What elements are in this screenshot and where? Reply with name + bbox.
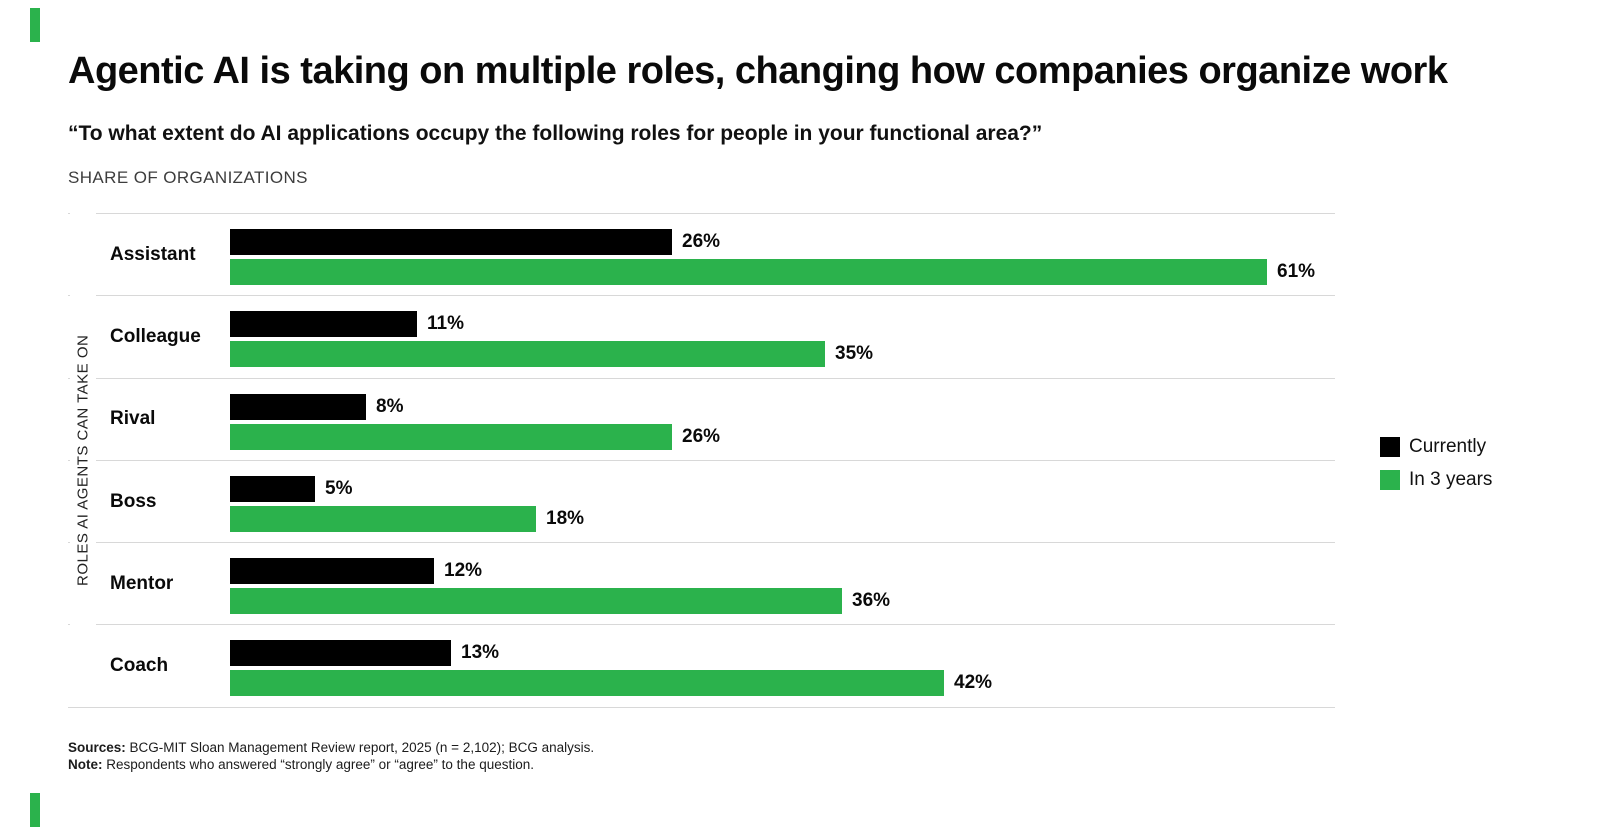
- bar-line: 35%: [230, 341, 1335, 368]
- bar-line: 8%: [230, 393, 1335, 420]
- legend-label: In 3 years: [1409, 469, 1493, 490]
- bar-line: 12%: [230, 558, 1335, 585]
- chart-row: Colleague 11% 35%: [68, 295, 1335, 377]
- bar-currently: [230, 475, 315, 502]
- page-title: Agentic AI is taking on multiple roles, …: [68, 50, 1448, 92]
- value-label: 26%: [682, 425, 721, 447]
- note-text: Respondents who answered “strongly agree…: [102, 757, 534, 772]
- bar-line: 18%: [230, 505, 1335, 532]
- sources-text: BCG-MIT Sloan Management Review report, …: [125, 740, 595, 755]
- legend-label: Currently: [1409, 436, 1487, 457]
- bar-in-3-years: [230, 259, 1267, 285]
- chart-row: Mentor 12% 36%: [68, 542, 1335, 624]
- value-label: 18%: [546, 507, 585, 529]
- value-label: 42%: [954, 672, 993, 694]
- note-label: Note:: [68, 757, 103, 772]
- y-axis-label: ROLES AI AGENTS CAN TAKE ON: [70, 213, 96, 707]
- bar-currently: [230, 311, 417, 338]
- bar-currently: [230, 229, 672, 255]
- bar-line: 42%: [230, 670, 1335, 697]
- bar-in-3-years: [230, 341, 825, 368]
- bar-line: 26%: [230, 229, 1335, 255]
- legend-item-currently: Currently: [1380, 436, 1492, 458]
- category-label: Coach: [110, 655, 169, 677]
- chart-caption: SHARE OF ORGANIZATIONS: [68, 168, 308, 187]
- bar-in-3-years: [230, 423, 672, 450]
- bar-in-3-years: [230, 670, 944, 697]
- category-label: Boss: [110, 490, 157, 512]
- bar-in-3-years: [230, 505, 536, 532]
- legend-swatch-in-3-years: [1380, 470, 1400, 490]
- value-label: 12%: [444, 560, 483, 582]
- category-label: Mentor: [110, 572, 174, 594]
- bar-line: 36%: [230, 588, 1335, 615]
- legend-swatch-currently: [1380, 437, 1400, 457]
- value-label: 35%: [835, 343, 874, 365]
- value-label: 61%: [1277, 261, 1316, 282]
- legend: Currently In 3 years: [1380, 436, 1492, 502]
- chart-row: Assistant 26% 61%: [68, 213, 1335, 295]
- value-label: 26%: [682, 231, 721, 252]
- value-label: 13%: [461, 642, 500, 664]
- sources-line: Sources: BCG-MIT Sloan Management Review…: [68, 739, 594, 756]
- chart-row: Coach 13% 42%: [68, 624, 1335, 706]
- value-label: 11%: [427, 313, 464, 335]
- value-label: 8%: [376, 395, 404, 417]
- category-label: Assistant: [110, 243, 196, 265]
- survey-question-subtitle: “To what extent do AI applications occup…: [68, 122, 1043, 145]
- value-label: 36%: [852, 590, 891, 612]
- bar-currently: [230, 393, 366, 420]
- legend-item-in-3-years: In 3 years: [1380, 469, 1492, 491]
- bar-line: 5%: [230, 475, 1335, 502]
- sources-label: Sources:: [68, 740, 126, 755]
- category-label: Rival: [110, 408, 156, 430]
- category-label: Colleague: [110, 325, 201, 347]
- footnotes: Sources: BCG-MIT Sloan Management Review…: [68, 739, 594, 773]
- brand-accent-mark: [30, 793, 40, 827]
- value-label: 5%: [325, 477, 353, 499]
- bar-line: 13%: [230, 640, 1335, 667]
- bar-currently: [230, 558, 434, 585]
- bar-chart: Assistant 26% 61% Colleague 11% 35% Rival 8% 26%…: [68, 213, 1335, 708]
- bar-line: 61%: [230, 259, 1335, 285]
- note-line: Note: Respondents who answered “strongly…: [68, 756, 594, 773]
- bar-currently: [230, 640, 451, 667]
- chart-row: Boss 5% 18%: [68, 459, 1335, 542]
- chart-row: Rival 8% 26%: [68, 377, 1335, 460]
- bar-line: 26%: [230, 423, 1335, 450]
- chart-rows: Assistant 26% 61% Colleague 11% 35% Rival 8% 26%…: [68, 213, 1335, 708]
- bar-line: 11%: [230, 311, 1335, 338]
- bar-in-3-years: [230, 588, 842, 615]
- brand-accent-mark: [30, 8, 40, 42]
